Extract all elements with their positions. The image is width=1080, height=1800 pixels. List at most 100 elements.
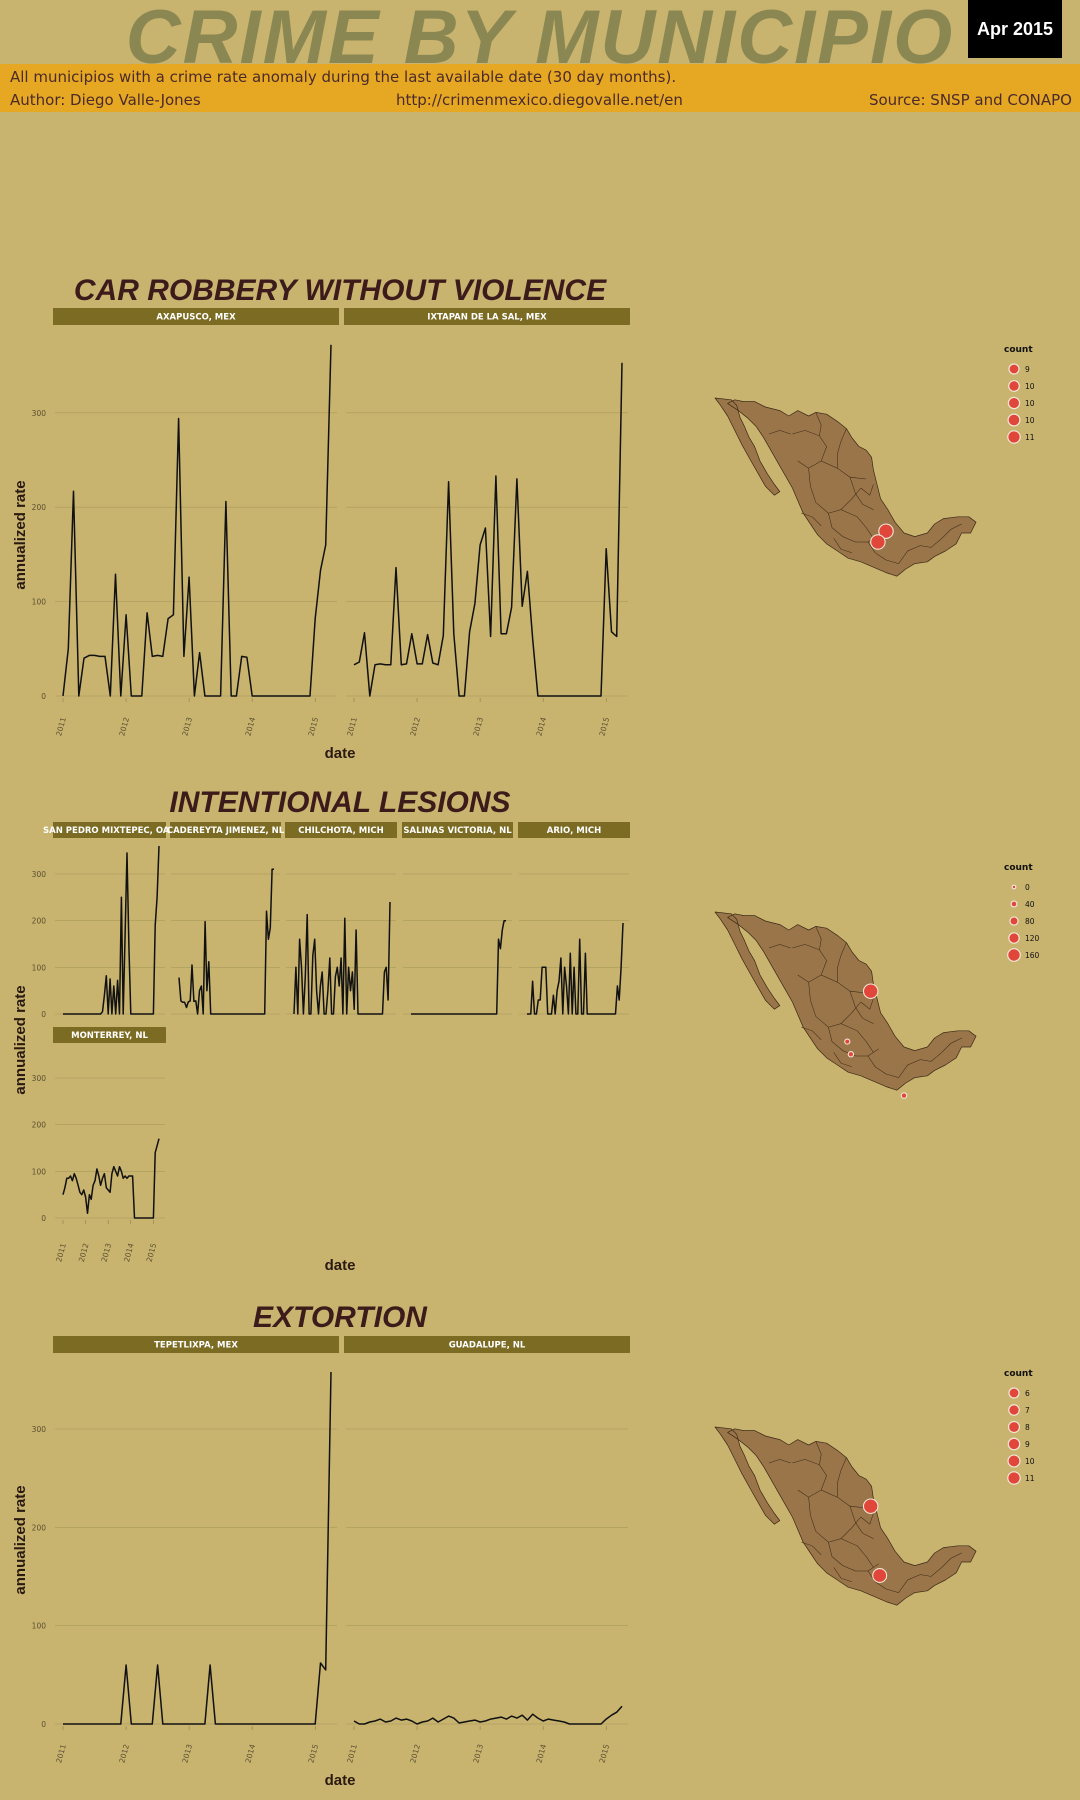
x-tick-label: 2013: [99, 1242, 113, 1263]
x-tick-label: 2012: [117, 716, 131, 737]
legend-label: 10: [1025, 382, 1035, 391]
series-line: [411, 919, 506, 1015]
state-border: [898, 1059, 932, 1078]
x-tick-label: 2013: [471, 716, 485, 737]
x-tick-label: 2015: [598, 716, 612, 737]
state-border: [815, 926, 822, 950]
legend-bubble: [1008, 363, 1020, 375]
legend-label: 10: [1025, 399, 1035, 408]
series-line: [353, 362, 623, 697]
legend-bubble: [1007, 1471, 1021, 1485]
y-tick-label: 100: [32, 1622, 47, 1631]
state-border: [768, 1459, 791, 1464]
state-border: [808, 982, 862, 1028]
legend-title: count: [1004, 863, 1033, 873]
state-border: [833, 1052, 852, 1068]
x-tick-label: 2011: [54, 716, 68, 737]
facet-label: CHILCHOTA, MICH: [298, 826, 384, 836]
legend-label: 0: [1025, 883, 1030, 892]
state-border: [833, 538, 852, 554]
legend-bubble: [1010, 900, 1018, 908]
state-border: [768, 944, 791, 949]
legend-label: 6: [1025, 1389, 1030, 1398]
y-tick-label: 300: [32, 409, 47, 418]
legend-bubble: [1007, 1454, 1021, 1468]
legend-label: 120: [1025, 934, 1040, 943]
state-border: [849, 1506, 874, 1539]
legend-title: count: [1004, 1369, 1033, 1379]
state-border: [849, 477, 874, 510]
x-tick-label: 2011: [54, 1743, 68, 1764]
mexico-land: [714, 911, 977, 1091]
map-bubble: [870, 534, 886, 550]
state-border: [837, 942, 847, 983]
legend-title: count: [1004, 345, 1033, 355]
x-axis-label: date: [325, 1257, 356, 1274]
state-border: [840, 1023, 874, 1053]
y-tick-label: 200: [32, 917, 47, 926]
state-border: [837, 1457, 847, 1498]
state-border: [930, 523, 962, 548]
y-tick-label: 0: [41, 692, 46, 701]
state-border: [815, 1441, 822, 1465]
state-border: [821, 1489, 867, 1509]
state-border: [930, 1552, 962, 1577]
x-axis-label: date: [325, 1772, 356, 1789]
legend-label: 7: [1025, 1406, 1030, 1415]
facet-label: SAN PEDRO MIXTEPEC, OAX: [43, 826, 176, 836]
mexico-land: [714, 1426, 977, 1606]
legend-bubble: [1008, 380, 1020, 392]
series-line: [353, 1705, 623, 1725]
state-border: [837, 428, 847, 469]
state-border: [840, 509, 874, 539]
state-border: [808, 1497, 862, 1543]
state-border: [860, 484, 874, 496]
legend-label: 9: [1025, 365, 1030, 374]
state-border: [821, 460, 867, 480]
facet-strip: [518, 822, 630, 838]
series-line: [63, 1371, 332, 1725]
facet-strip: [402, 822, 513, 838]
x-tick-label: 2011: [345, 716, 359, 737]
facet-strip: [170, 822, 281, 838]
state-border: [867, 1055, 899, 1078]
state-border: [828, 513, 879, 543]
map-bubble: [900, 1092, 908, 1099]
section-title: CAR ROBBERY WITHOUT VIOLENCE: [74, 274, 607, 307]
x-tick-label: 2015: [307, 1743, 321, 1764]
facet-label: CADEREYTA JIMENEZ, NL: [167, 826, 285, 836]
legend-bubble: [1009, 916, 1019, 926]
map-bubble: [872, 1568, 888, 1583]
state-border: [860, 998, 874, 1010]
state-border: [801, 1026, 822, 1040]
x-tick-label: 2012: [77, 1242, 91, 1263]
facet-label: MONTERREY, NL: [71, 1031, 148, 1041]
legend-label: 10: [1025, 1457, 1035, 1466]
facet-strip: [53, 308, 339, 325]
series-line: [62, 344, 332, 697]
subtitle: All municipios with a crime rate anomaly…: [10, 68, 677, 86]
state-border: [849, 991, 874, 1024]
facet-strip: [53, 1027, 166, 1043]
state-border: [768, 430, 791, 435]
y-tick-label: 100: [32, 598, 47, 607]
state-border: [792, 1459, 827, 1498]
mexico-land: [714, 397, 977, 577]
state-border: [898, 1574, 932, 1593]
y-axis-label: annualized rate: [12, 985, 29, 1094]
y-tick-label: 300: [32, 1425, 47, 1434]
y-tick-label: 300: [32, 1074, 47, 1083]
state-border: [840, 1538, 874, 1568]
legend-label: 9: [1025, 1440, 1030, 1449]
date-badge: Apr 2015: [968, 0, 1062, 58]
legend-bubble: [1007, 413, 1021, 427]
facet-strip: [344, 308, 630, 325]
y-tick-label: 100: [32, 963, 47, 972]
facet-label: TEPETLIXPA, MEX: [154, 1341, 238, 1351]
section-title: INTENTIONAL LESIONS: [169, 786, 510, 819]
x-tick-label: 2013: [471, 1743, 485, 1764]
site-url[interactable]: http://crimenmexico.diegovalle.net/en: [396, 91, 683, 109]
y-axis-label: annualized rate: [12, 1485, 29, 1594]
y-tick-label: 0: [41, 1010, 46, 1019]
facet-label: SALINAS VICTORIA, NL: [403, 826, 512, 836]
